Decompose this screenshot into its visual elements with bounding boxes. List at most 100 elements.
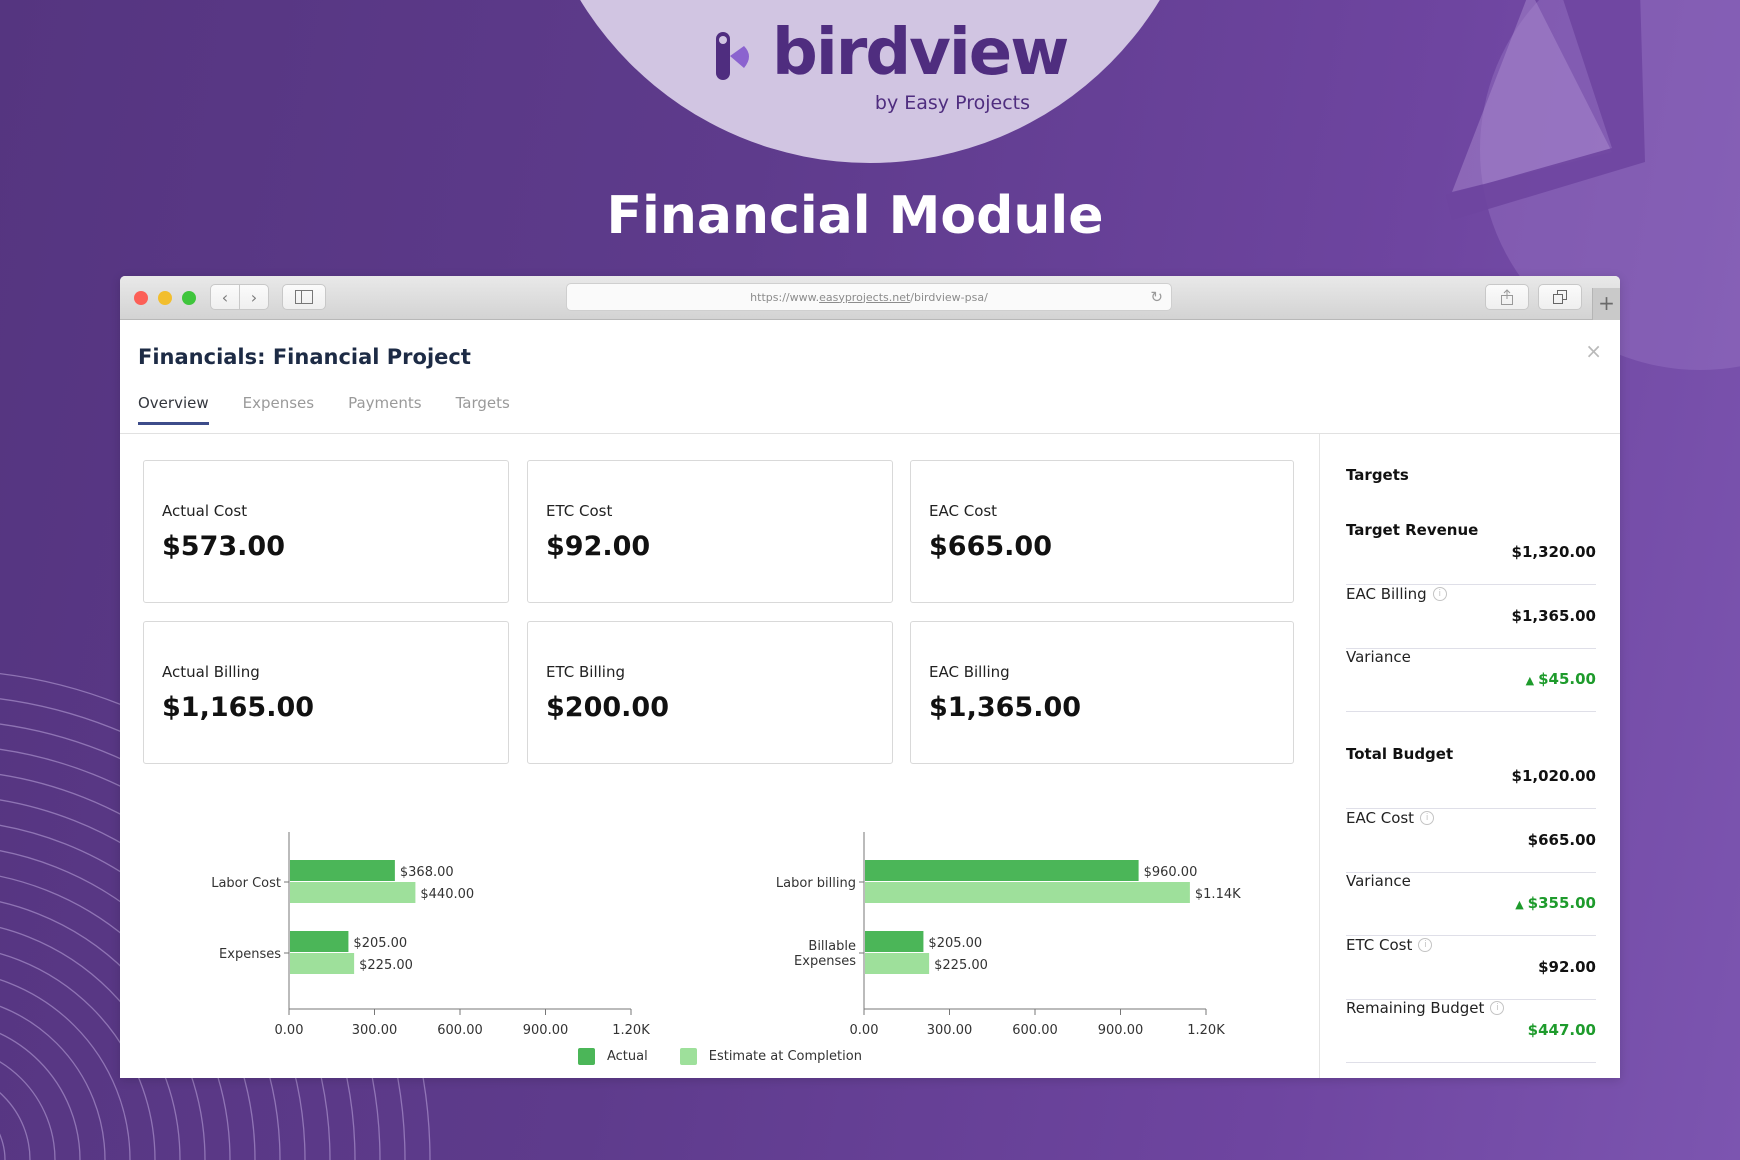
metric-label: EAC Cost: [929, 502, 998, 520]
tab-expenses[interactable]: Expenses: [242, 394, 315, 412]
info-icon[interactable]: i: [1420, 810, 1435, 825]
svg-text:600.00: 600.00: [1012, 1023, 1058, 1038]
financials-page: Financials: Financial Project × Overview…: [120, 321, 1620, 1078]
svg-text:Labor Cost: Labor Cost: [211, 876, 281, 891]
target-value: $665.00: [1527, 830, 1596, 849]
metric-value: $200.00: [546, 692, 669, 723]
target-label-text: EAC Cost: [1346, 808, 1415, 827]
legend-label: Estimate at Completion: [708, 1049, 862, 1064]
svg-text:900.00: 900.00: [1098, 1023, 1144, 1038]
pie-slice-decoration: [1452, 0, 1612, 192]
page-title: Financials: Financial Project: [138, 345, 471, 369]
svg-text:$225.00: $225.00: [934, 958, 988, 973]
browser-toolbar: ‹ › https://www. easyprojects.net/birdvie…: [120, 276, 1620, 320]
logo-tagline: by Easy Projects: [874, 92, 1030, 114]
browser-window: ‹ › https://www. easyprojects.net/birdvie…: [120, 276, 1620, 1078]
target-label-text: Variance: [1346, 648, 1411, 666]
tabs-overview-button[interactable]: [1538, 284, 1582, 310]
target-label-text: Remaining Budget: [1346, 999, 1485, 1017]
up-arrow-icon: ▲: [1515, 898, 1524, 911]
tab-bar: Overview Expenses Payments Targets: [138, 394, 510, 425]
target-value: $1,020.00: [1511, 767, 1596, 785]
target-row-variance: Variance ▲ $45.00: [1346, 648, 1596, 712]
maximize-window-button[interactable]: [182, 291, 196, 305]
legend-label: Actual: [607, 1049, 648, 1064]
target-row-variance: Variance ▲ $355.00: [1346, 872, 1596, 936]
metric-card-etc-billing: ETC Billing $200.00: [527, 621, 893, 764]
info-icon[interactable]: i: [1432, 586, 1447, 601]
metric-card-etc-cost: ETC Cost $92.00: [527, 460, 893, 603]
svg-text:1.20K: 1.20K: [1187, 1023, 1225, 1038]
sidebar-icon: [295, 290, 313, 304]
target-row-etc-cost: ETC Cost i $92.00: [1346, 936, 1596, 1000]
logo-wordmark: birdview: [772, 16, 1069, 90]
target-value: ▲ $45.00: [1525, 670, 1596, 688]
legend-swatch-eac: [679, 1048, 697, 1065]
billing-bar-chart: 0.00 300.00 600.00 900.00 1.20K Labor billing…: [776, 832, 1241, 1038]
forward-button[interactable]: ›: [239, 284, 269, 310]
svg-text:600.00: 600.00: [437, 1023, 483, 1038]
birdview-logo-icon: [716, 32, 749, 80]
metric-card-eac-billing: EAC Billing $1,365.00: [910, 621, 1294, 764]
reload-icon[interactable]: ↻: [1150, 288, 1163, 306]
target-label: EAC Billing i: [1346, 585, 1447, 603]
metric-label: ETC Billing: [546, 663, 625, 681]
tab-overview[interactable]: Overview: [138, 394, 209, 425]
cost-bar-chart: 0.00 300.00 600.00 900.00 1.20K Labor Cost $36…: [211, 832, 650, 1038]
svg-text:Billable: Billable: [808, 939, 856, 954]
target-value: ▲ $355.00: [1515, 894, 1596, 912]
svg-text:Labor billing: Labor billing: [776, 876, 856, 891]
target-label: Variance: [1346, 648, 1411, 666]
info-icon[interactable]: i: [1418, 937, 1433, 952]
svg-text:$1.14K: $1.14K: [1195, 887, 1241, 902]
target-label-text: Total Budget: [1346, 745, 1454, 763]
target-label-text: EAC Billing: [1346, 584, 1427, 603]
new-tab-button[interactable]: +: [1592, 288, 1620, 320]
info-icon[interactable]: i: [1490, 1001, 1505, 1015]
metric-label: Actual Cost: [162, 502, 248, 520]
close-icon[interactable]: ×: [1585, 339, 1602, 363]
metric-value: $1,365.00: [929, 692, 1082, 723]
target-label: Variance: [1346, 872, 1411, 890]
target-label: Target Revenue: [1346, 521, 1478, 539]
target-value: $447.00: [1527, 1021, 1596, 1039]
back-button[interactable]: ‹: [210, 284, 240, 310]
tab-targets[interactable]: Targets: [455, 394, 510, 412]
tab-divider: [120, 433, 1620, 434]
svg-text:0.00: 0.00: [275, 1023, 304, 1038]
svg-text:$205.00: $205.00: [353, 936, 407, 951]
minimize-window-button[interactable]: [158, 291, 172, 305]
legend-item-estimate-at-completion[interactable]: Estimate at Completion: [679, 1048, 862, 1065]
targets-heading: Targets: [1346, 466, 1409, 484]
svg-text:Expenses: Expenses: [794, 954, 856, 969]
share-button[interactable]: [1485, 284, 1529, 310]
legend-item-actual[interactable]: Actual: [578, 1048, 648, 1065]
target-label-text: Target Revenue: [1346, 521, 1479, 539]
sidebar-toggle-button[interactable]: [282, 284, 326, 310]
url-prefix: https://www.: [750, 290, 820, 304]
tabs-icon: [1553, 290, 1567, 304]
svg-text:$368.00: $368.00: [400, 865, 454, 880]
metric-value: $665.00: [929, 531, 1052, 562]
svg-text:$440.00: $440.00: [420, 887, 474, 902]
legend-swatch-actual: [578, 1048, 595, 1065]
close-window-button[interactable]: [134, 291, 148, 305]
target-row-eac-billing: EAC Billing i $1,365.00: [1346, 585, 1596, 649]
url-path: /birdview-psa/: [910, 290, 988, 304]
url-domain: easyprojects.net: [819, 290, 911, 304]
chevron-left-icon: ‹: [221, 287, 229, 307]
metric-label: EAC Billing: [929, 663, 1010, 681]
birdview-logo: birdview by Easy Projects: [712, 16, 1069, 126]
svg-text:Expenses: Expenses: [219, 947, 281, 962]
address-bar[interactable]: https://www. easyprojects.net/birdview-ps…: [566, 283, 1172, 311]
metric-label: ETC Cost: [546, 502, 613, 520]
metric-card-actual-cost: Actual Cost $573.00: [143, 460, 509, 603]
up-arrow-icon: ▲: [1525, 674, 1535, 687]
tab-payments[interactable]: Payments: [348, 394, 422, 412]
hero-title: Financial Module: [606, 186, 1104, 246]
target-row-total-budget: Total Budget $1,020.00: [1346, 745, 1596, 809]
target-label-text: ETC Cost: [1346, 935, 1413, 954]
metric-value: $573.00: [162, 531, 285, 562]
metric-card-eac-cost: EAC Cost $665.00: [910, 460, 1294, 603]
svg-text:$225.00: $225.00: [359, 958, 413, 973]
